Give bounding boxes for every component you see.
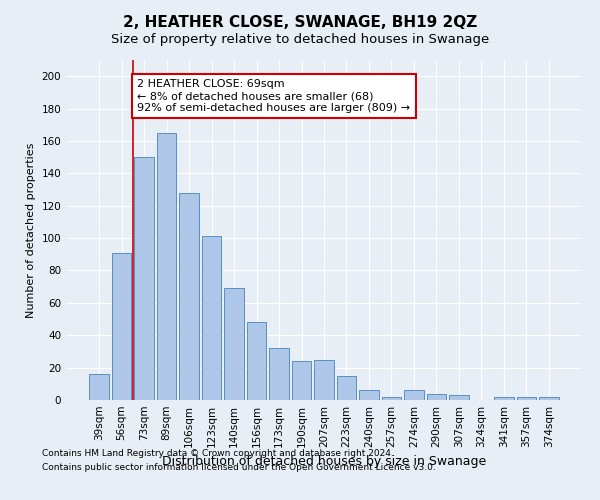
Text: Contains public sector information licensed under the Open Government Licence v3: Contains public sector information licen… — [42, 464, 436, 472]
Bar — [359, 390, 379, 400]
Bar — [449, 395, 469, 400]
Text: Size of property relative to detached houses in Swanage: Size of property relative to detached ho… — [111, 32, 489, 46]
Text: 2 HEATHER CLOSE: 69sqm
← 8% of detached houses are smaller (68)
92% of semi-deta: 2 HEATHER CLOSE: 69sqm ← 8% of detached … — [137, 80, 410, 112]
Bar — [427, 394, 446, 400]
Text: 2, HEATHER CLOSE, SWANAGE, BH19 2QZ: 2, HEATHER CLOSE, SWANAGE, BH19 2QZ — [123, 15, 477, 30]
Y-axis label: Number of detached properties: Number of detached properties — [26, 142, 36, 318]
Bar — [314, 360, 334, 400]
Bar — [247, 322, 266, 400]
Bar — [404, 390, 424, 400]
Bar — [539, 397, 559, 400]
Bar — [292, 361, 311, 400]
Bar — [337, 376, 356, 400]
Bar — [269, 348, 289, 400]
Bar — [202, 236, 221, 400]
Bar — [179, 193, 199, 400]
X-axis label: Distribution of detached houses by size in Swanage: Distribution of detached houses by size … — [162, 456, 486, 468]
Text: Contains HM Land Registry data © Crown copyright and database right 2024.: Contains HM Land Registry data © Crown c… — [42, 448, 394, 458]
Bar — [89, 374, 109, 400]
Bar — [224, 288, 244, 400]
Bar — [157, 133, 176, 400]
Bar — [494, 397, 514, 400]
Bar — [382, 397, 401, 400]
Bar — [517, 397, 536, 400]
Bar — [134, 157, 154, 400]
Bar — [112, 252, 131, 400]
